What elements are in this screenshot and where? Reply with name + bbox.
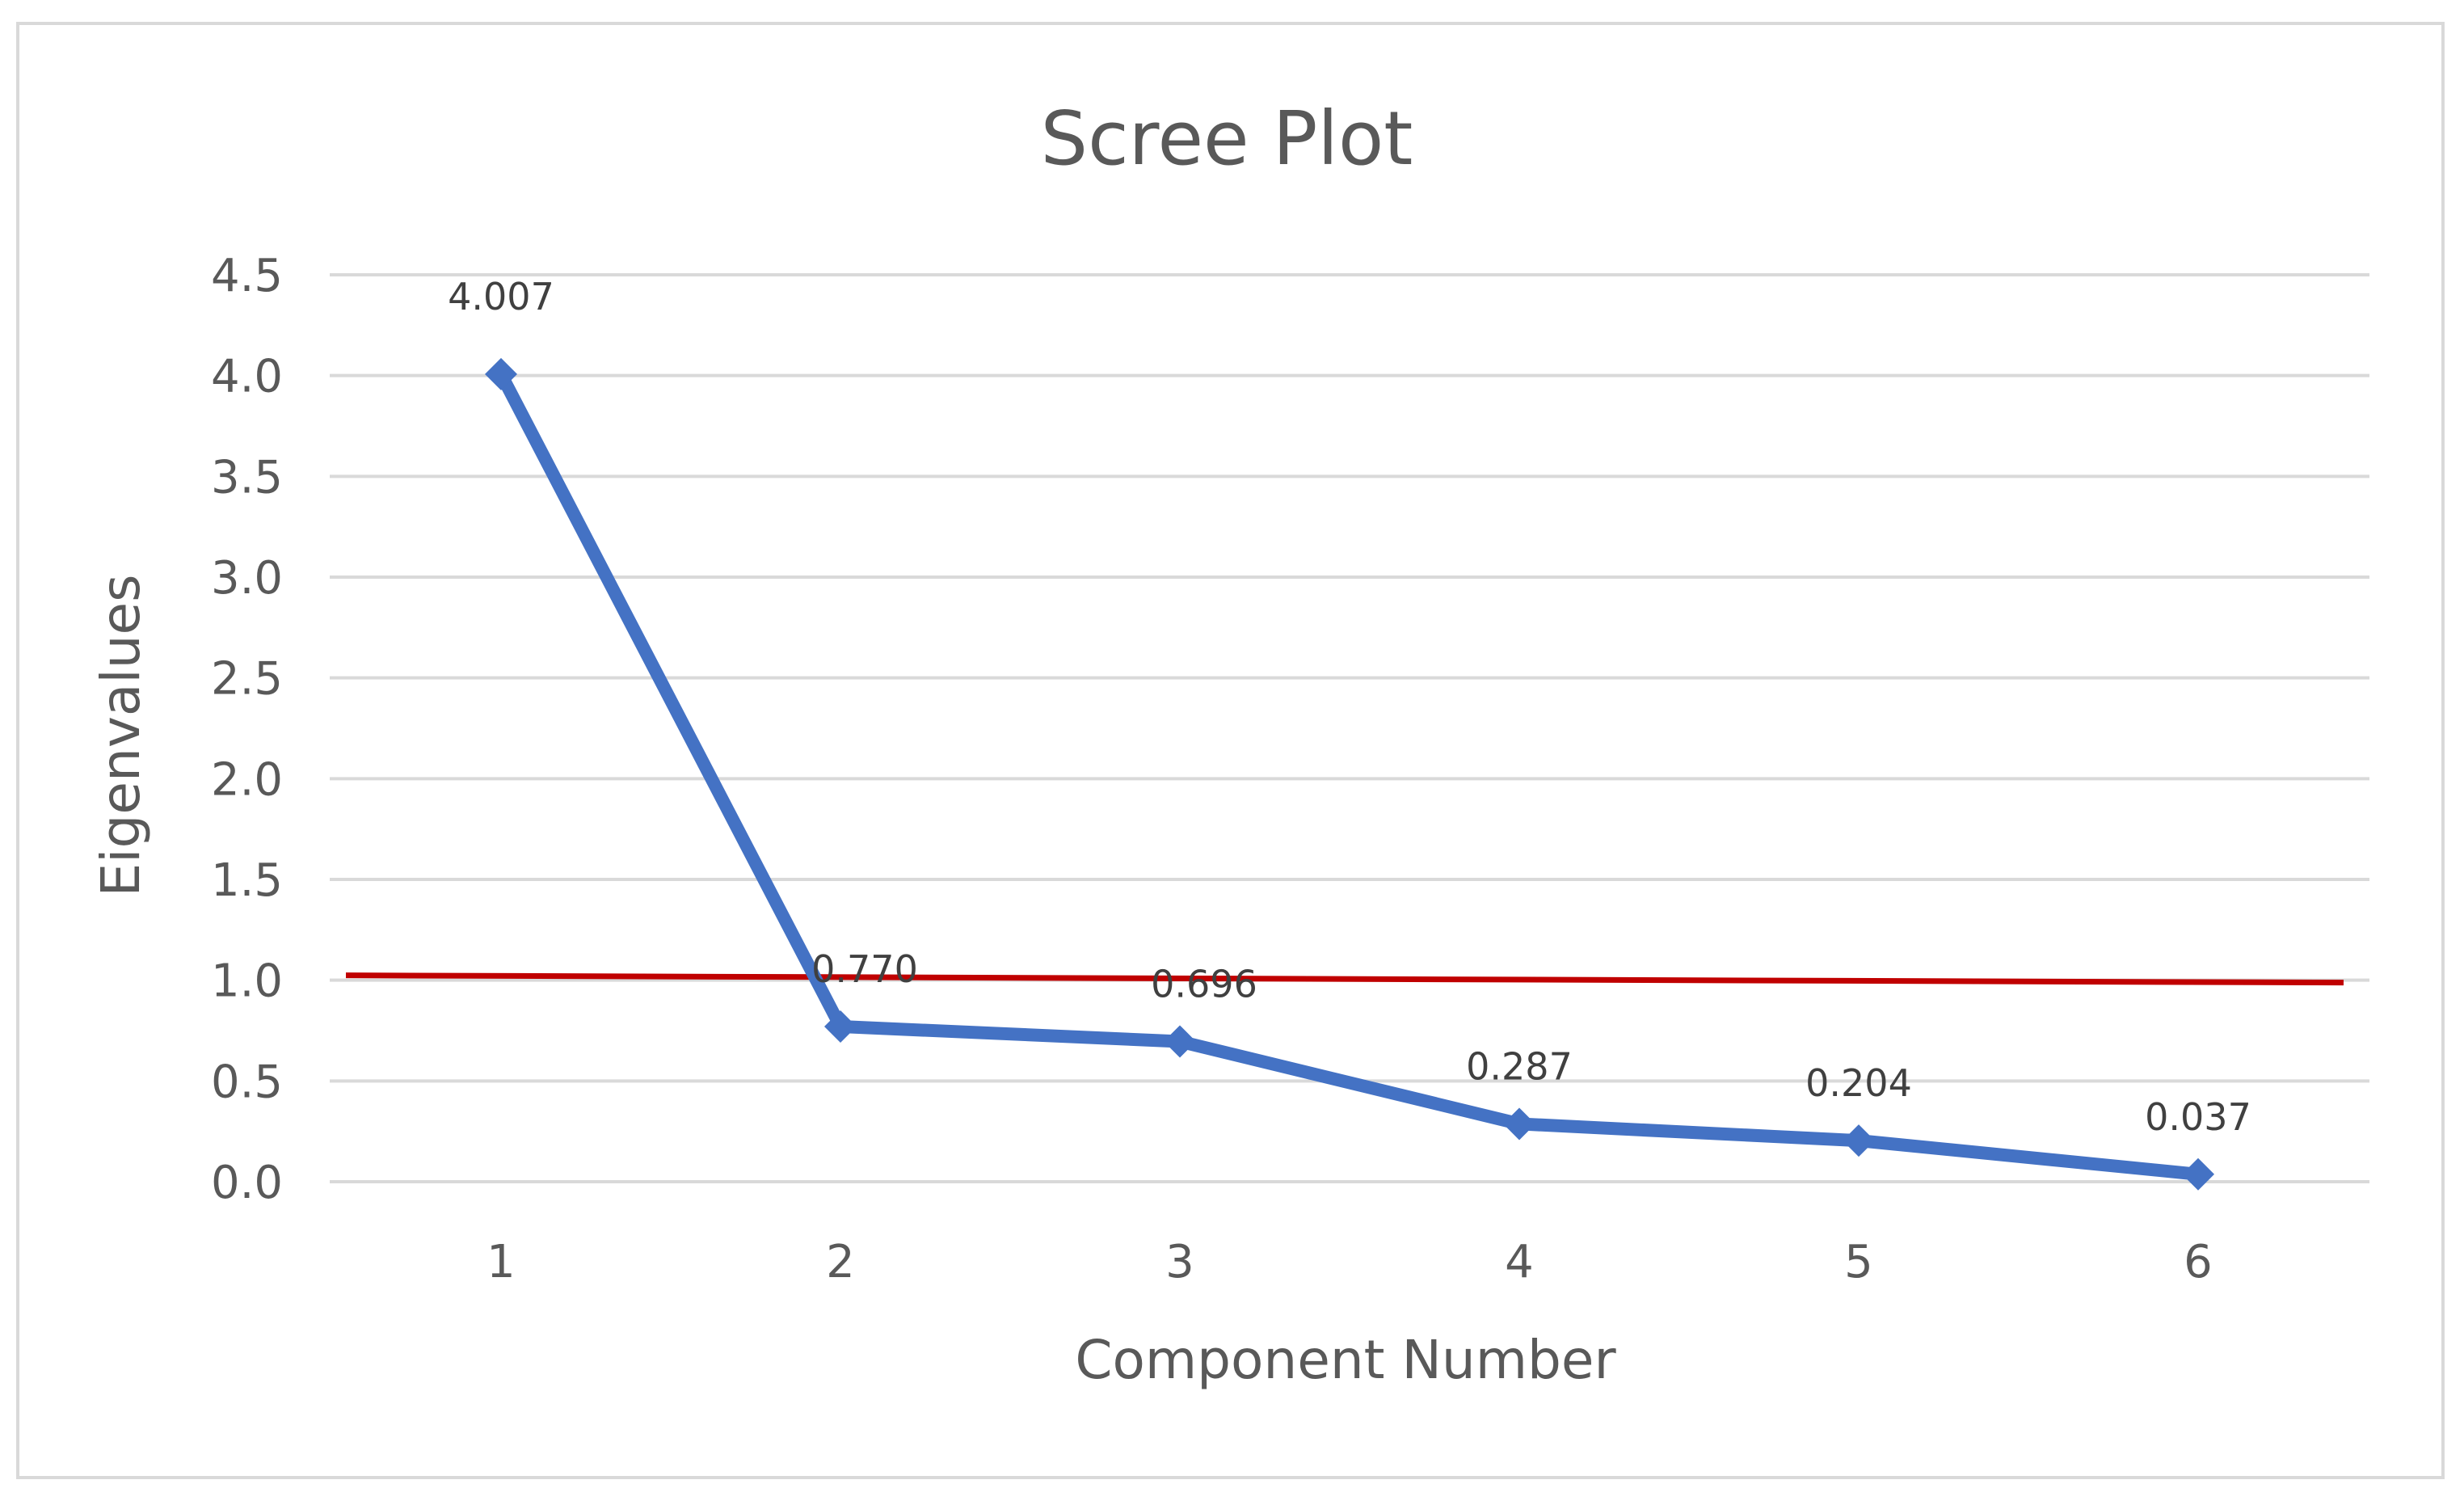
x-tick-label: 6 xyxy=(2184,1236,2213,1288)
y-axis-title: Eigenvalues xyxy=(90,574,152,896)
data-label: 0.287 xyxy=(1466,1044,1573,1088)
y-tick-label: 0.5 xyxy=(211,1056,283,1108)
reference-line-group xyxy=(345,972,2344,986)
data-label: 0.204 xyxy=(1805,1061,1912,1105)
chart-title: Scree Plot xyxy=(1041,95,1413,182)
gridlines xyxy=(330,273,2369,1183)
x-tick-label: 3 xyxy=(1165,1236,1194,1288)
x-tick-label: 4 xyxy=(1505,1236,1534,1288)
chart-frame xyxy=(16,22,2445,1479)
x-tick-label: 1 xyxy=(486,1236,516,1288)
x-axis-title: Component Number xyxy=(1075,1329,1616,1391)
data-label: 0.696 xyxy=(1151,962,1257,1006)
y-axis-ticks: 0.0 0.5 1.0 1.5 2.0 2.5 3.0 3.5 4.0 4.5 xyxy=(211,250,283,1209)
data-point-marker xyxy=(1843,1124,1875,1157)
y-tick-label: 4.5 xyxy=(211,250,283,302)
y-tick-label: 2.0 xyxy=(211,753,283,806)
data-point-marker xyxy=(485,357,517,390)
data-point-marker xyxy=(1164,1025,1196,1058)
y-tick-label: 0.0 xyxy=(211,1157,283,1209)
data-label: 0.037 xyxy=(2145,1095,2251,1139)
series-line xyxy=(495,367,2205,1181)
y-tick-label: 3.5 xyxy=(211,451,283,504)
x-tick-label: 2 xyxy=(826,1236,855,1288)
data-labels: 4.007 0.770 0.696 0.287 0.204 0.037 xyxy=(448,275,2251,1139)
y-tick-label: 3.0 xyxy=(211,552,283,605)
y-tick-label: 2.5 xyxy=(211,653,283,706)
x-tick-label: 5 xyxy=(1844,1236,1873,1288)
data-point-marker xyxy=(1503,1107,1535,1141)
data-label: 0.770 xyxy=(811,947,918,991)
series-group xyxy=(485,357,2214,1191)
data-label: 4.007 xyxy=(448,275,554,318)
y-tick-label: 1.5 xyxy=(211,854,283,907)
y-tick-label: 4.0 xyxy=(211,351,283,403)
reference-line xyxy=(345,972,2344,986)
data-point-marker xyxy=(824,1010,857,1044)
x-axis-ticks: 1 2 3 4 5 6 xyxy=(486,1236,2213,1288)
data-point-marker xyxy=(2182,1157,2214,1191)
y-tick-label: 1.0 xyxy=(211,955,283,1008)
